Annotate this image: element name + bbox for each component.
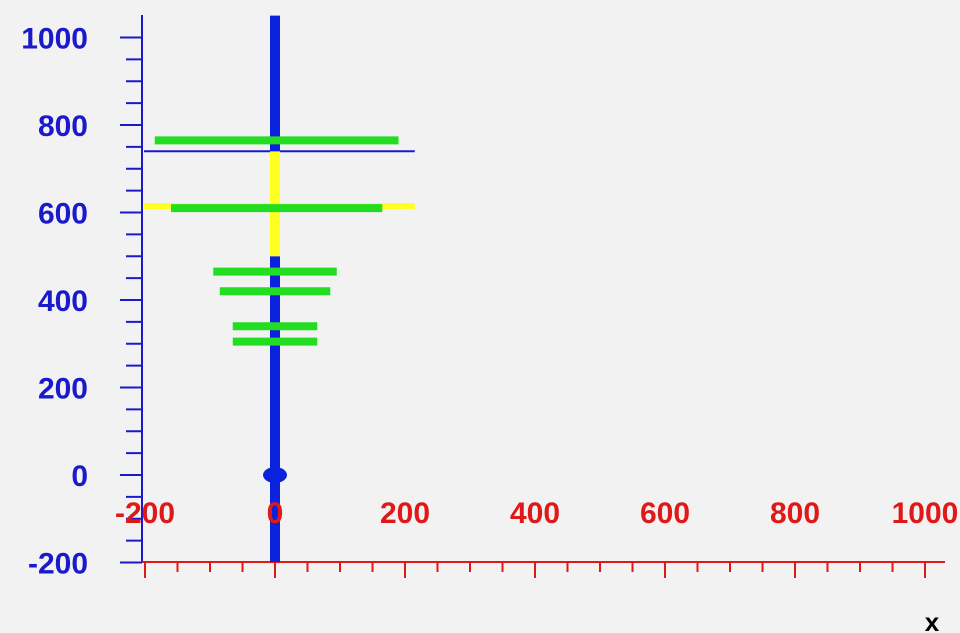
x-tick-label: -200 [115,497,175,530]
y-tick-label: 800 [38,110,88,143]
x-tick-label: 800 [770,497,820,530]
x-tick-label: 200 [380,497,430,530]
origin-marker [263,467,287,483]
x-tick-label: 0 [267,497,284,530]
y-tick-label: 200 [38,373,88,406]
branches [154,136,399,346]
x-tick-label: 1000 [892,497,959,530]
x-tick-label: 400 [510,497,560,530]
y-tick-label: 400 [38,285,88,318]
y-tick-label: 0 [71,460,88,493]
y-tick-labels: -200 0 200 400 600 800 1000 [21,23,88,581]
x-tick-labels: -200 0 200 400 600 800 1000 [115,497,958,530]
axes [120,15,945,578]
x-axis-title: x [925,607,940,633]
y-minor-ticks [120,36,142,564]
origin-marker-dot [263,467,287,483]
x-minor-ticks [144,562,926,578]
y-tick-label: -200 [28,548,88,581]
y-tick-label: 600 [38,198,88,231]
y-tick-label: 1000 [21,23,88,56]
x-tick-label: 600 [640,497,690,530]
